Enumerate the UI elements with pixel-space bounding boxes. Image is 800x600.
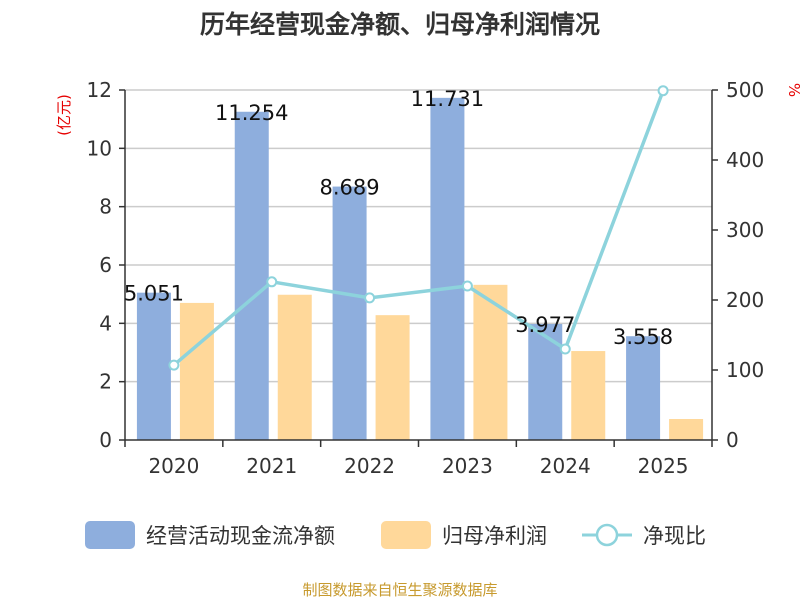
bar-net-profit-2025[interactable] <box>669 419 704 440</box>
source-note: 制图数据来自恒生聚源数据库 <box>302 581 497 599</box>
legend-swatch-net-profit[interactable] <box>381 521 431 549</box>
data-label-cashflow-2020: 5.051 <box>124 282 184 306</box>
data-label-cashflow-2024: 3.977 <box>515 313 575 337</box>
line-series <box>168 85 669 371</box>
x-tick-label-2021: 2021 <box>246 454 297 478</box>
y-tick-label-left-2: 4 <box>99 311 112 335</box>
bar-net-profit-2022[interactable] <box>375 315 410 440</box>
point-ratio-2023[interactable] <box>461 280 473 292</box>
x-tick-label-2022: 2022 <box>344 454 395 478</box>
bar-cashflow-2022[interactable] <box>332 186 367 440</box>
x-tick-label-2020: 2020 <box>148 454 199 478</box>
legend-label-net-profit[interactable]: 归母净利润 <box>442 524 547 548</box>
y-axis-left-unit: (亿元) <box>55 94 73 136</box>
bar-net-profit-2021[interactable] <box>277 294 312 440</box>
x-tick-label-2025: 2025 <box>638 454 689 478</box>
y-tick-label-left-4: 8 <box>99 195 112 219</box>
chart-title: 历年经营现金净额、归母净利润情况 <box>200 10 600 39</box>
data-label-cashflow-2025: 3.558 <box>613 325 673 349</box>
y-tick-label-left-5: 10 <box>87 136 112 160</box>
bar-cashflow-2023[interactable] <box>430 97 465 441</box>
data-label-cashflow-2021: 11.254 <box>215 101 288 125</box>
y-tick-label-right-0: 0 <box>726 428 739 452</box>
bar-series <box>136 97 704 441</box>
x-tick-label-2024: 2024 <box>540 454 591 478</box>
legend-swatch-cashflow[interactable] <box>85 521 135 549</box>
y-tick-label-right-5: 500 <box>726 78 764 102</box>
legend[interactable]: 经营活动现金流净额 归母净利润 净现比 <box>85 521 706 549</box>
bar-net-profit-2023[interactable] <box>473 284 508 440</box>
y-tick-label-left-1: 2 <box>99 370 112 394</box>
y-axis-right-unit: % <box>785 83 800 97</box>
bar-net-profit-2024[interactable] <box>571 351 606 440</box>
y-tick-label-left-0: 0 <box>99 428 112 452</box>
y-tick-label-right-3: 300 <box>726 218 764 242</box>
y-tick-label-left-6: 12 <box>87 78 112 102</box>
y-axis-right-ticks: 0 100 200 300 400 500 <box>712 78 764 452</box>
data-label-cashflow-2022: 8.689 <box>320 176 380 200</box>
y-tick-label-right-2: 200 <box>726 288 764 312</box>
y-tick-label-right-1: 100 <box>726 358 764 382</box>
legend-label-ratio[interactable]: 净现比 <box>643 524 706 548</box>
legend-marker-ratio[interactable] <box>595 523 619 547</box>
y-tick-label-left-3: 6 <box>99 253 112 277</box>
bar-cashflow-2020[interactable] <box>136 292 171 440</box>
bar-net-profit-2020[interactable] <box>179 302 214 440</box>
point-ratio-2025[interactable] <box>657 85 669 97</box>
bar-cashflow-2025[interactable] <box>626 336 661 440</box>
point-ratio-2020[interactable] <box>168 359 180 371</box>
y-tick-label-right-4: 400 <box>726 148 764 172</box>
bar-cashflow-2021[interactable] <box>234 111 269 440</box>
bar-cashflow-2024[interactable] <box>528 324 563 440</box>
y-axis-left-ticks: 0 2 4 6 8 10 12 <box>87 78 125 452</box>
legend-label-cashflow[interactable]: 经营活动现金流净额 <box>146 524 335 548</box>
x-tick-label-2023: 2023 <box>442 454 493 478</box>
x-axis-ticks: 2020 2021 2022 2023 2024 2025 <box>124 440 713 478</box>
data-labels: 5.051 11.254 8.689 11.731 3.977 3.558 <box>124 87 673 349</box>
line-ratio-path <box>172 90 665 367</box>
point-ratio-2022[interactable] <box>364 292 376 304</box>
point-ratio-2024[interactable] <box>559 343 571 355</box>
point-ratio-2021[interactable] <box>266 276 278 288</box>
data-label-cashflow-2023: 11.731 <box>411 87 484 111</box>
